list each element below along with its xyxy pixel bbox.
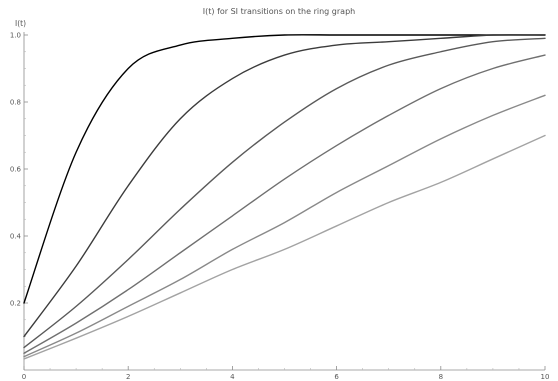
series-line-4 xyxy=(23,54,546,354)
series-line-5 xyxy=(23,94,546,358)
y-axis-label: I(t) xyxy=(15,19,26,28)
x-tick-label: 10 xyxy=(541,373,550,381)
y-tick-label: 0.2 xyxy=(10,300,21,308)
x-tick-label: 6 xyxy=(334,373,339,381)
x-tick-label: 4 xyxy=(230,373,235,381)
y-tick-label: 0.6 xyxy=(10,166,22,174)
series-line-1 xyxy=(23,34,546,304)
y-tick-label: 0.4 xyxy=(10,233,22,241)
y-tick-label: 0.8 xyxy=(10,99,21,107)
x-tick-label: 0 xyxy=(22,373,26,381)
y-ticks: 0.2 0.4 0.6 0.8 1.0 xyxy=(10,32,28,354)
y-tick-label: 1.0 xyxy=(10,32,21,40)
x-ticks: 0 2 4 6 8 10 xyxy=(22,366,550,381)
series-group xyxy=(23,34,546,360)
x-tick-label: 8 xyxy=(439,373,443,381)
series-line-2 xyxy=(23,34,546,338)
chart-title: I(t) for SI transitions on the ring grap… xyxy=(203,7,355,16)
series-line-3 xyxy=(23,37,546,349)
series-line-6 xyxy=(23,134,546,360)
x-tick-label: 2 xyxy=(126,373,130,381)
